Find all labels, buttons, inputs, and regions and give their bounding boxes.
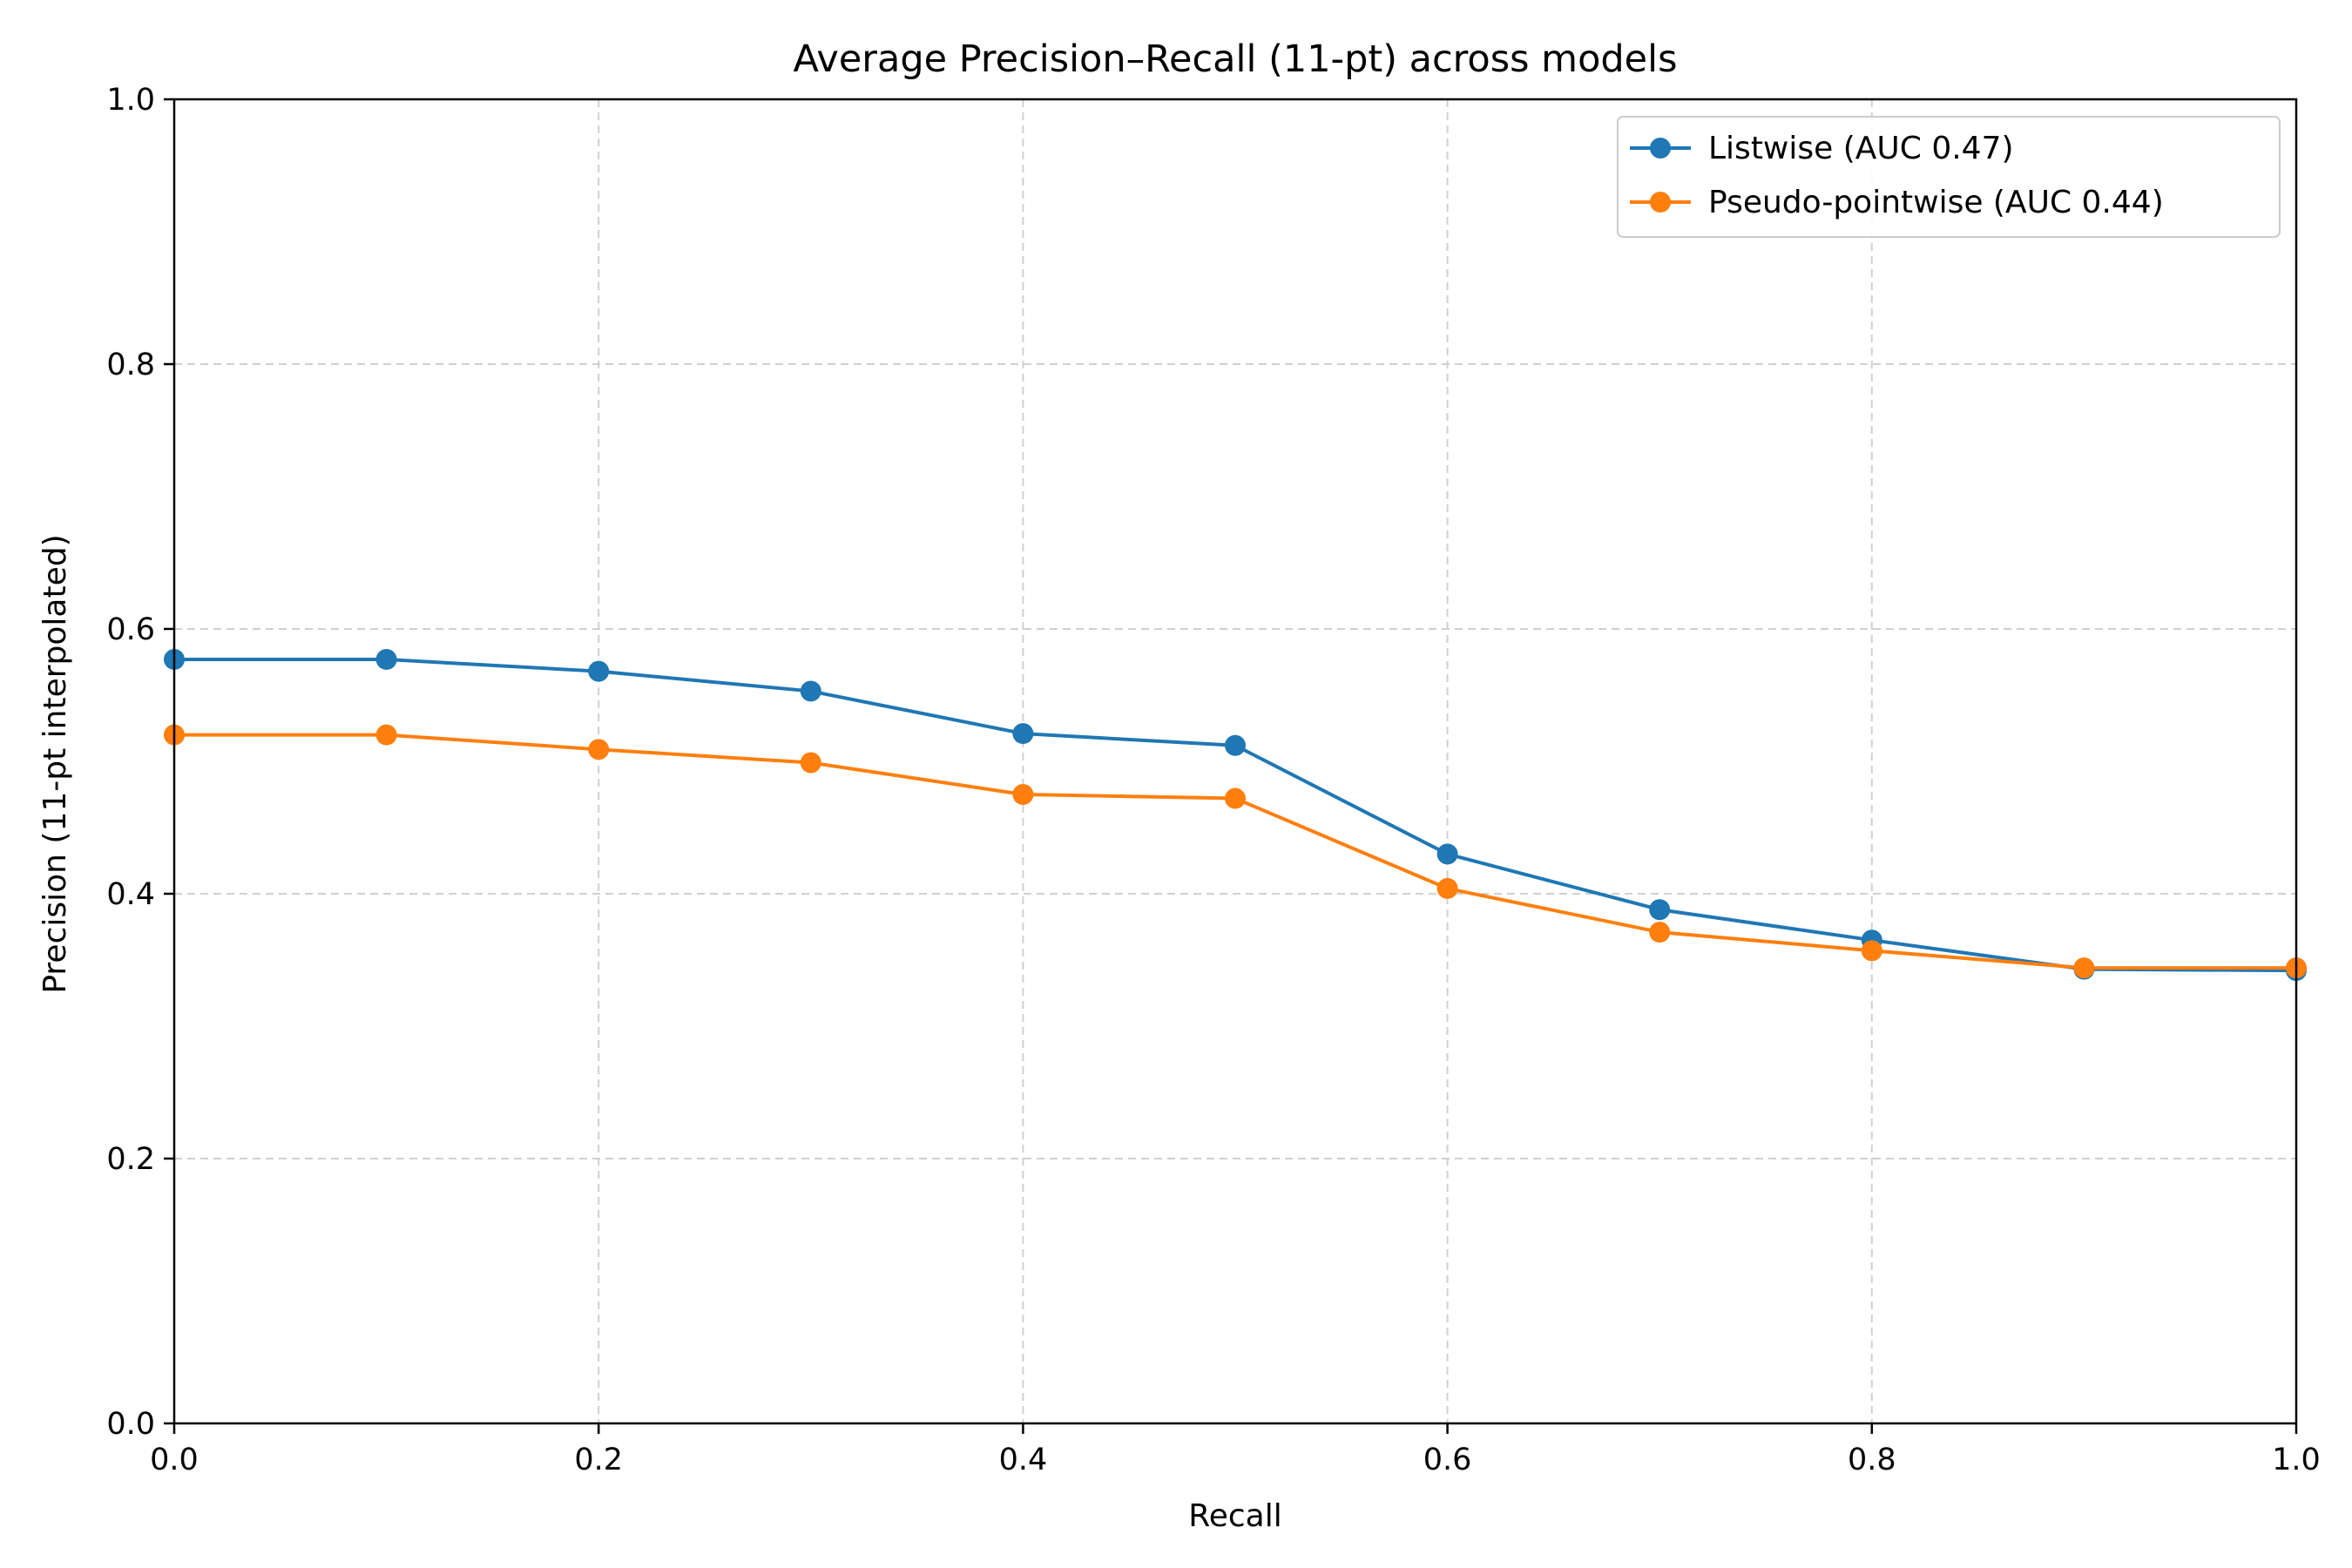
series-point-0 bbox=[1225, 734, 1246, 756]
series-point-1 bbox=[2073, 957, 2095, 979]
y-tick-label: 0.2 bbox=[106, 1142, 155, 1177]
plot-frame bbox=[172, 98, 2298, 1425]
x-tick-label: 0.8 bbox=[1848, 1443, 1896, 1477]
series-point-1 bbox=[1012, 784, 1034, 805]
series-point-1 bbox=[1436, 877, 1458, 899]
series-point-0 bbox=[1649, 899, 1671, 921]
x-tick-label: 0.4 bbox=[999, 1443, 1048, 1477]
x-tick-label: 0.0 bbox=[150, 1443, 199, 1477]
series-point-1 bbox=[800, 752, 821, 774]
series-point-1 bbox=[1649, 922, 1671, 943]
series-point-1 bbox=[375, 724, 397, 746]
legend-marker-1 bbox=[1650, 192, 1671, 213]
grid bbox=[174, 99, 2296, 1423]
series-point-0 bbox=[588, 660, 610, 682]
y-tick-label: 0.0 bbox=[106, 1407, 155, 1442]
y-tick-label: 0.4 bbox=[106, 877, 155, 912]
y-tick-label: 1.0 bbox=[106, 83, 155, 118]
series-point-1 bbox=[1861, 940, 1882, 962]
y-axis-title: Precision (11-pt interpolated) bbox=[37, 534, 73, 993]
x-tick-label: 0.6 bbox=[1423, 1443, 1472, 1477]
series-layer bbox=[164, 648, 2307, 982]
axes: 0.0 0.2 0.4 0.6 0.8 1.0 0.0 0.2 0.4 0.6 0.8 1.0 bbox=[106, 83, 2321, 1477]
y-tick-label: 0.8 bbox=[106, 348, 155, 382]
series-point-0 bbox=[800, 680, 821, 702]
chart-title: Average Precision–Recall (11-pt) across … bbox=[794, 37, 1678, 81]
x-tick-label: 0.2 bbox=[574, 1443, 623, 1477]
legend-label-0: Listwise (AUC 0.47) bbox=[1708, 131, 2014, 166]
legend: Listwise (AUC 0.47) Pseudo-pointwise (AUC… bbox=[1617, 116, 2281, 238]
legend-marker-0 bbox=[1650, 138, 1671, 159]
series-point-0 bbox=[1436, 843, 1458, 865]
series-point-1 bbox=[1225, 787, 1246, 809]
legend-box bbox=[1617, 116, 2281, 238]
series-point-0 bbox=[1012, 723, 1034, 745]
series-point-0 bbox=[375, 648, 397, 670]
x-tick-label: 1.0 bbox=[2272, 1443, 2321, 1477]
legend-label-1: Pseudo-pointwise (AUC 0.44) bbox=[1708, 185, 2164, 220]
series-point-1 bbox=[588, 739, 610, 760]
x-axis-title: Recall bbox=[1188, 1498, 1281, 1534]
y-tick-label: 0.6 bbox=[106, 612, 155, 647]
